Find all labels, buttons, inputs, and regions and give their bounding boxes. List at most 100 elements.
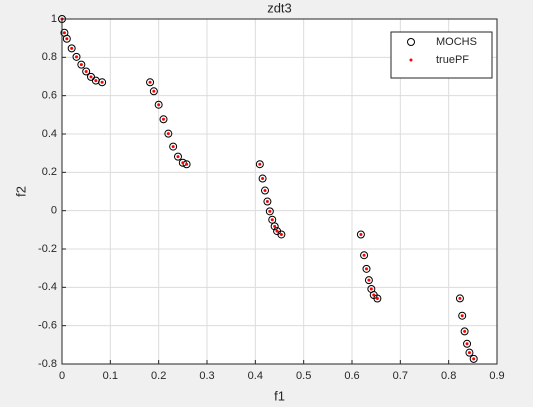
data-point <box>472 357 476 361</box>
data-point <box>157 103 161 107</box>
legend-marker <box>407 38 415 46</box>
y-tick-label: 1 <box>51 13 57 25</box>
data-point <box>460 314 464 318</box>
data-point <box>181 161 185 165</box>
data-point <box>77 60 86 69</box>
y-axis-label: f2 <box>13 186 28 197</box>
data-point <box>162 117 165 121</box>
data-point <box>455 294 464 303</box>
data-point <box>263 189 267 193</box>
data-point <box>375 297 379 301</box>
data-point <box>356 230 365 239</box>
x-tick-label: 0.9 <box>489 370 504 382</box>
data-point <box>72 52 81 61</box>
data-point <box>268 209 272 213</box>
data-point <box>277 230 286 239</box>
data-point <box>360 251 369 260</box>
data-point <box>467 351 471 355</box>
data-point <box>258 174 267 183</box>
legend: MOCHS truePF <box>390 31 493 79</box>
data-point <box>84 69 88 73</box>
data-point <box>362 253 366 257</box>
data-point <box>465 342 469 346</box>
data-point <box>62 34 71 43</box>
data-point <box>265 200 269 204</box>
data-point <box>82 67 91 76</box>
data-point <box>273 224 277 228</box>
x-tick-label: 0 <box>59 370 65 382</box>
marks <box>58 15 478 363</box>
data-point <box>463 329 467 333</box>
data-point <box>159 115 168 124</box>
x-tick-label: 0.7 <box>393 370 408 382</box>
y-tick-label: -0.2 <box>38 243 57 255</box>
data-point <box>75 55 78 59</box>
y-tick-label: -0.8 <box>38 358 57 370</box>
data-point <box>65 37 69 41</box>
data-point <box>176 155 180 159</box>
data-point <box>359 232 363 236</box>
data-point <box>164 129 173 138</box>
y-tick-label: -0.6 <box>38 320 57 332</box>
data-point <box>148 80 152 84</box>
data-point <box>367 278 371 282</box>
data-point <box>154 100 163 109</box>
data-point <box>89 75 93 79</box>
data-point <box>174 152 182 161</box>
data-point <box>149 87 158 96</box>
x-axis-label: f1 <box>274 388 285 403</box>
data-point <box>166 132 170 136</box>
data-point <box>261 177 265 181</box>
data-point <box>270 218 274 222</box>
data-point <box>182 160 191 169</box>
legend-label: truePF <box>436 54 469 66</box>
y-tick-label: 0.2 <box>42 166 57 178</box>
x-tick-label: 0.6 <box>344 370 359 382</box>
data-point <box>279 232 283 236</box>
data-point <box>70 46 74 50</box>
x-tick-label: 0.2 <box>151 370 166 382</box>
data-point <box>458 296 462 300</box>
data-point <box>178 158 187 167</box>
data-point <box>185 162 189 166</box>
data-point <box>465 348 474 357</box>
data-point <box>255 160 264 169</box>
y-tick-label: -0.4 <box>38 281 57 293</box>
data-point <box>270 222 279 231</box>
data-point <box>460 327 469 336</box>
data-point <box>373 294 382 303</box>
x-tick-label: 0.1 <box>103 370 118 382</box>
y-tick-label: 0.4 <box>42 128 57 140</box>
data-point <box>79 63 83 67</box>
x-tick-label: 0.5 <box>296 370 311 382</box>
data-point <box>67 44 76 53</box>
data-point <box>372 293 376 297</box>
data-point <box>100 80 104 84</box>
x-tick-label: 0.8 <box>441 370 456 382</box>
x-tick-label: 0.3 <box>199 370 214 382</box>
data-point <box>369 287 373 291</box>
chart-title: zdt3 <box>267 0 292 15</box>
data-point <box>152 89 156 93</box>
data-point <box>62 31 66 35</box>
y-tick-label: 0.8 <box>42 51 57 63</box>
data-point <box>364 276 373 285</box>
data-point <box>258 162 262 166</box>
data-point <box>463 339 472 348</box>
data-point <box>263 197 272 206</box>
data-point <box>169 142 178 151</box>
x-tick-label: 0.4 <box>248 370 263 382</box>
y-tick-label: 0 <box>51 205 57 217</box>
y-tick-label: 0.6 <box>42 90 57 102</box>
data-point <box>98 78 107 87</box>
legend-marker <box>409 58 413 62</box>
axes-box <box>61 18 498 365</box>
data-point <box>275 229 279 233</box>
legend-label: MOCHS <box>436 36 477 48</box>
data-point <box>365 267 368 271</box>
data-point <box>362 264 371 273</box>
data-point <box>458 311 467 320</box>
data-point <box>265 207 274 216</box>
